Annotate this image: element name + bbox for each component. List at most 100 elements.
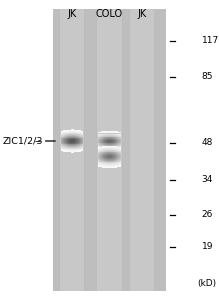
Bar	[108, 136, 109, 137]
Bar	[69, 144, 70, 145]
Bar	[61, 136, 62, 137]
Bar	[99, 157, 100, 158]
Bar	[120, 160, 121, 161]
Bar	[119, 161, 120, 162]
Bar	[112, 149, 113, 150]
Bar	[62, 145, 63, 146]
Bar	[101, 147, 102, 148]
Bar	[108, 150, 109, 151]
Bar	[80, 141, 81, 142]
Bar	[111, 136, 112, 137]
Bar	[116, 131, 117, 132]
Bar	[73, 138, 74, 139]
Bar	[66, 132, 67, 133]
Bar	[73, 130, 74, 131]
Bar	[82, 141, 83, 142]
Bar	[105, 136, 106, 137]
Bar	[101, 153, 102, 154]
Bar	[76, 134, 77, 135]
Bar	[99, 159, 100, 160]
Bar	[65, 145, 66, 146]
Bar	[115, 159, 116, 160]
Bar	[65, 139, 66, 140]
Bar	[76, 151, 77, 152]
Bar	[118, 135, 119, 136]
Bar	[110, 146, 111, 147]
Bar	[79, 139, 80, 140]
Bar	[69, 136, 70, 137]
Bar	[115, 150, 116, 151]
Bar	[75, 132, 76, 133]
Bar	[108, 139, 109, 140]
Bar	[115, 149, 116, 150]
Bar	[120, 149, 121, 150]
Bar	[75, 131, 76, 132]
Bar	[98, 148, 99, 149]
Bar	[100, 158, 101, 159]
Bar	[100, 157, 101, 158]
Bar	[114, 146, 115, 147]
Bar	[72, 147, 73, 148]
Bar	[75, 151, 76, 152]
Bar	[120, 151, 121, 152]
Bar	[107, 156, 108, 157]
Bar	[81, 144, 82, 145]
Bar	[112, 150, 113, 151]
Bar	[116, 142, 117, 143]
Bar	[72, 146, 73, 147]
Bar	[104, 157, 105, 158]
Bar	[71, 136, 72, 137]
Bar	[115, 132, 116, 133]
Bar	[104, 165, 105, 166]
Bar	[118, 150, 119, 151]
Bar	[117, 151, 118, 152]
Bar	[115, 149, 116, 150]
Bar	[116, 135, 117, 136]
Bar	[68, 133, 69, 134]
Bar	[107, 165, 108, 166]
Bar	[70, 148, 71, 149]
Bar	[118, 138, 119, 139]
Bar	[106, 155, 107, 156]
Bar	[110, 162, 111, 163]
Bar	[105, 143, 106, 144]
Bar	[105, 150, 106, 151]
Bar	[112, 147, 113, 148]
Bar	[113, 146, 114, 147]
Bar	[80, 138, 81, 139]
Bar	[102, 133, 103, 134]
Bar	[106, 159, 107, 160]
Bar	[80, 146, 81, 147]
Bar	[78, 138, 79, 139]
Bar	[118, 159, 119, 160]
Bar	[120, 149, 121, 150]
Bar	[115, 165, 116, 166]
Bar	[119, 146, 120, 147]
Bar	[120, 140, 121, 141]
Bar	[115, 152, 116, 153]
Bar	[111, 146, 112, 147]
Bar	[116, 149, 117, 150]
Bar	[99, 141, 100, 142]
Bar	[109, 144, 110, 145]
Bar	[71, 144, 72, 145]
Bar	[61, 141, 62, 142]
Bar	[66, 134, 67, 135]
Bar	[112, 155, 113, 156]
Bar	[107, 149, 108, 150]
Bar	[61, 146, 62, 147]
Bar	[113, 149, 114, 150]
Bar	[71, 141, 72, 142]
Bar	[117, 159, 118, 160]
Bar	[100, 160, 101, 161]
Bar	[64, 145, 65, 146]
Bar	[115, 133, 116, 134]
Bar	[110, 149, 111, 150]
Bar	[110, 154, 111, 155]
Bar	[103, 139, 104, 140]
Bar	[115, 136, 116, 137]
Bar	[110, 164, 111, 165]
Bar	[118, 147, 119, 148]
Bar	[67, 133, 68, 134]
Bar	[82, 142, 83, 143]
